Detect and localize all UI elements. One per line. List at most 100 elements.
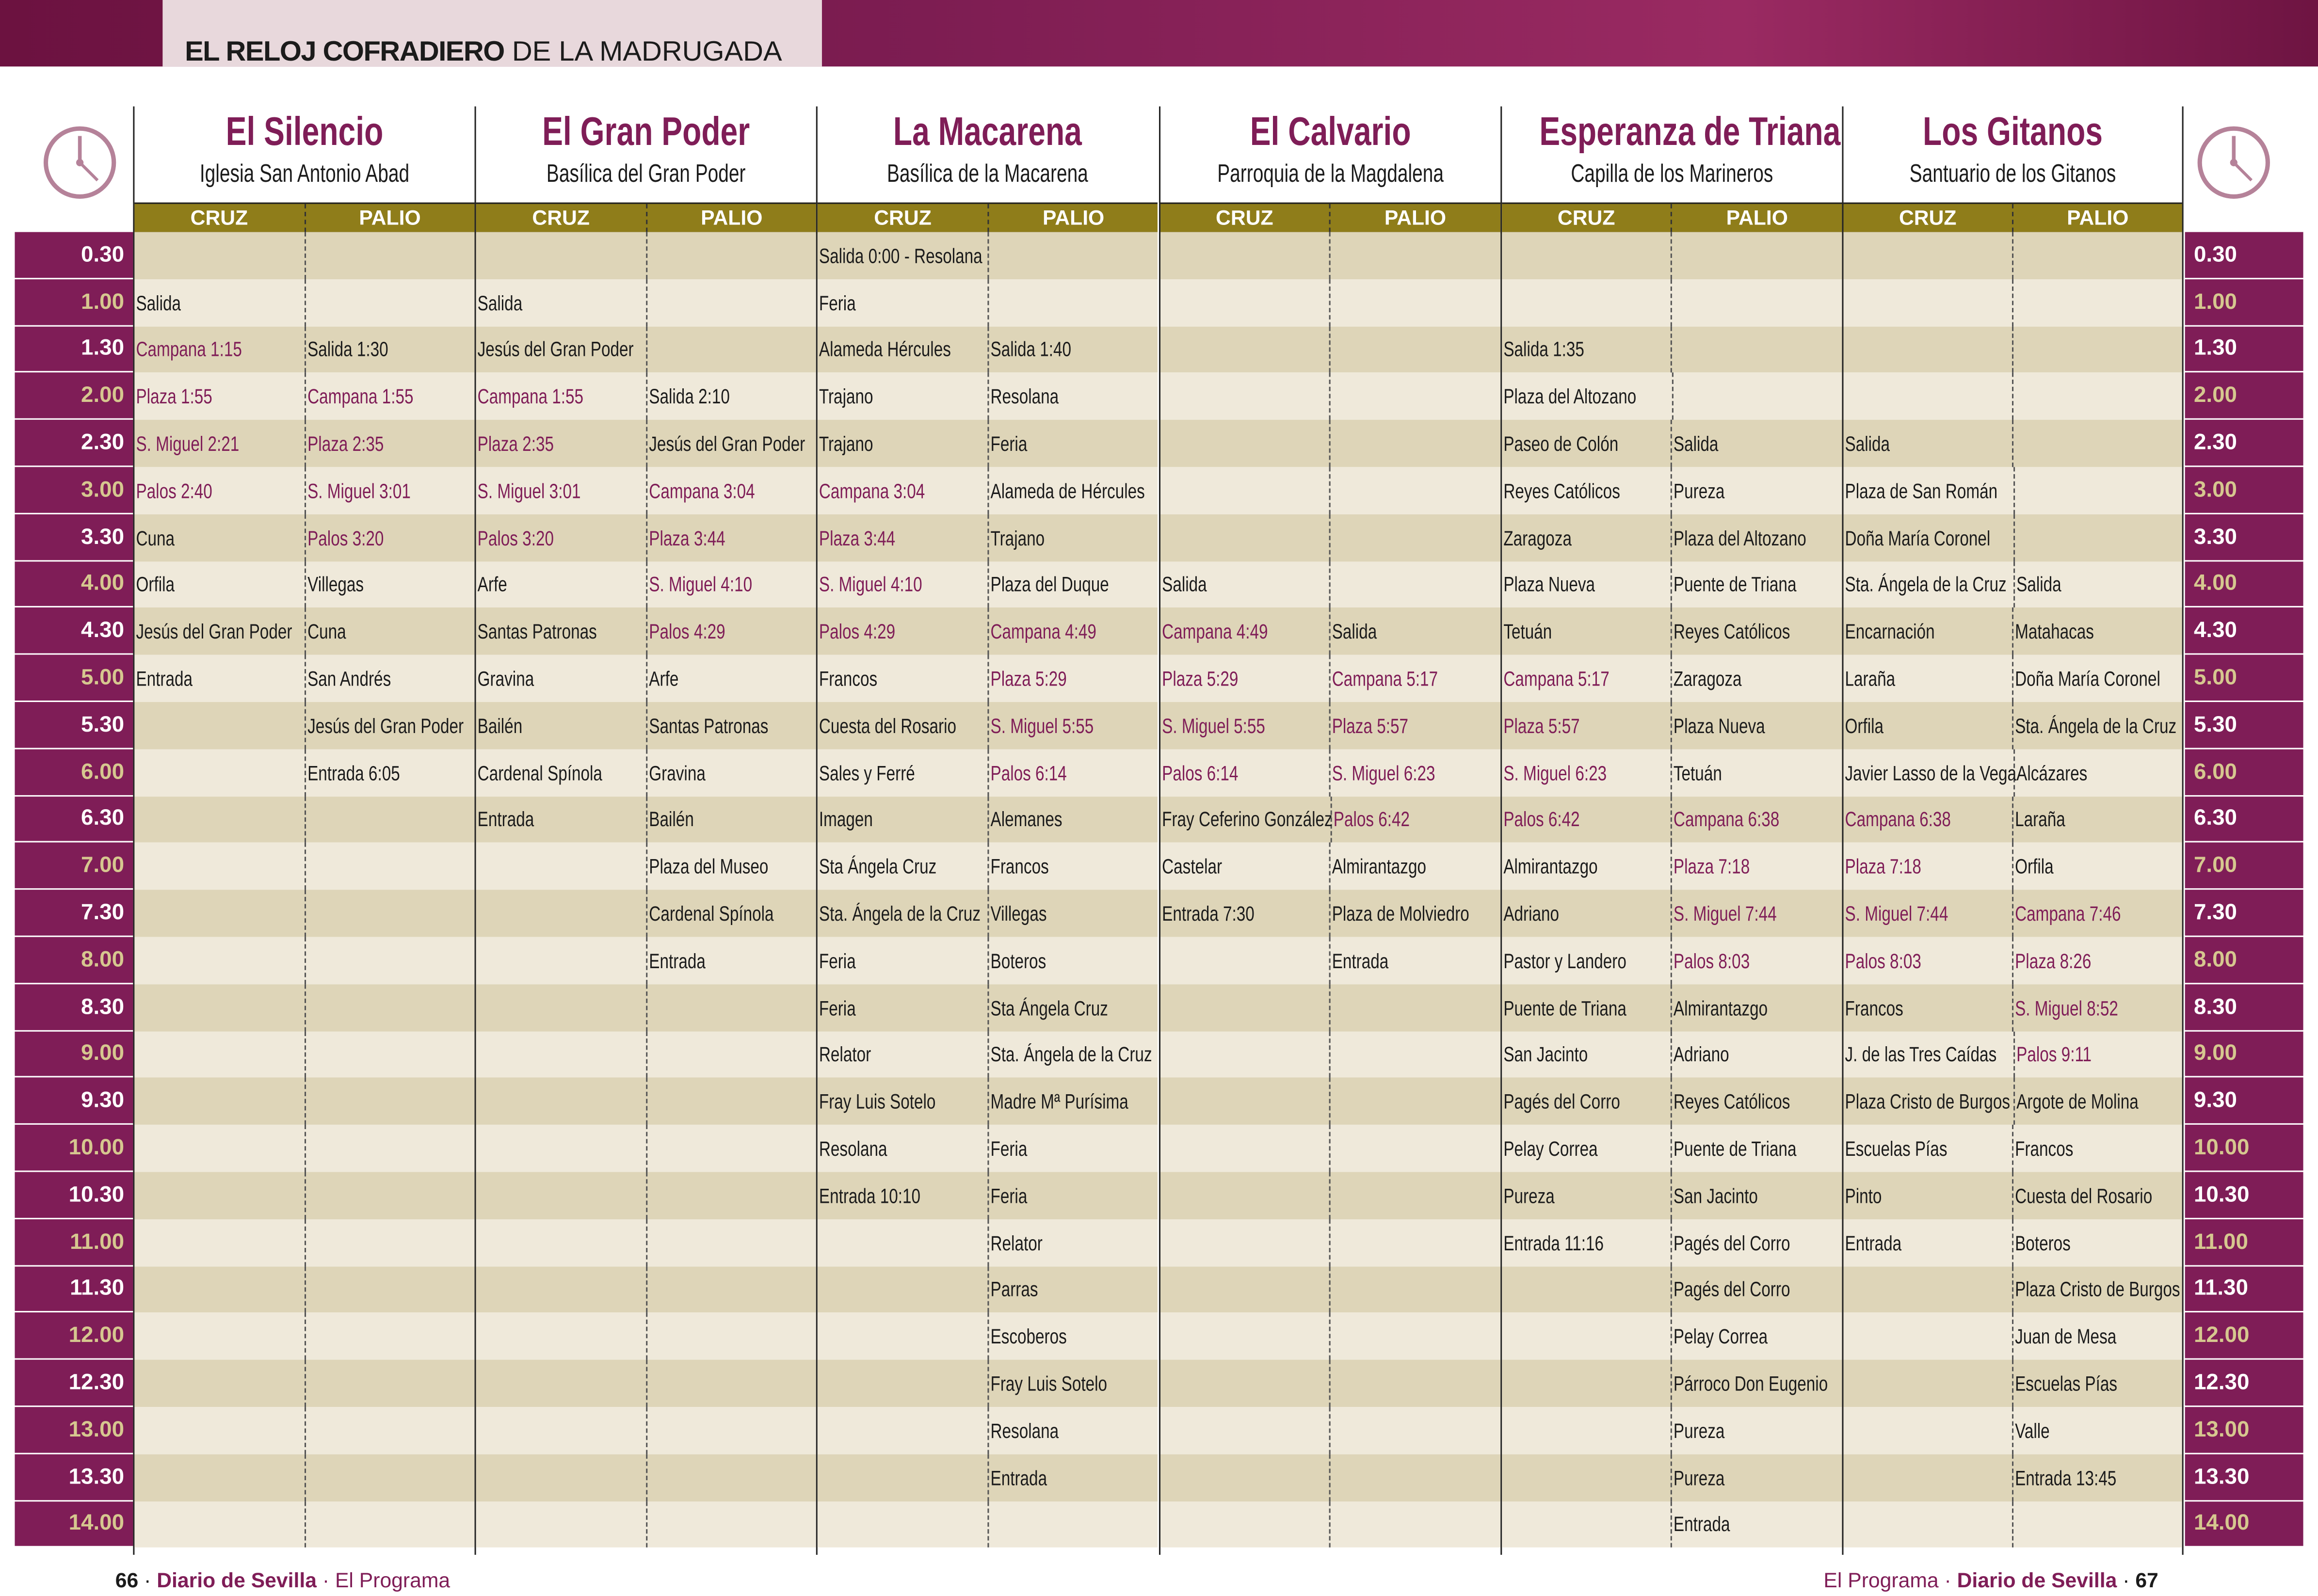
table-row — [1159, 326, 1500, 373]
cruz-header: CRUZ — [190, 205, 248, 229]
cruz-cell — [476, 1219, 645, 1266]
palio-cell: Santas Patronas — [645, 702, 816, 749]
time-label: 14.00 — [2185, 1500, 2303, 1547]
time-label: 10.30 — [2185, 1172, 2303, 1218]
palio-location: Arfe — [648, 667, 678, 690]
palio-location: Entrada 6:05 — [306, 760, 400, 784]
cruz-cell: Arfe — [476, 561, 645, 608]
table-row: J. de las Tres Caídas Palos 9:11 — [1843, 1031, 2182, 1078]
cruz-cell — [1160, 1125, 1329, 1172]
cruz-location: Palos 6:14 — [1161, 760, 1238, 784]
palio-location: Plaza 3:44 — [648, 526, 725, 550]
palio-location: Villegas — [991, 901, 1047, 926]
table-row: Orfila Villegas — [134, 561, 475, 608]
table-row — [476, 1313, 817, 1360]
palio-cell — [2012, 232, 2182, 279]
palio-location: Madre Mª Purísima — [990, 1089, 1128, 1114]
cruz-cell: Pelay Correa — [1502, 1125, 1671, 1172]
palio-cell — [304, 1031, 474, 1078]
table-row: Palos 2:40 S. Miguel 3:01 — [134, 467, 475, 514]
palio-cell — [645, 1313, 816, 1360]
table-row: Sta. Ángela de la Cruz Salida — [1843, 561, 2182, 608]
time-label: 7.00 — [2185, 843, 2303, 889]
cruz-location: Feria — [820, 948, 856, 973]
table-row: Entrada 6:05 — [134, 749, 475, 796]
palio-location: Salida 1:40 — [991, 337, 1072, 362]
palio-location: Palos 6:42 — [1333, 807, 1409, 831]
cruz-location: Paseo de Colón — [1503, 431, 1618, 456]
palio-cell — [304, 1078, 474, 1125]
palio-cell: Párroco Don Eugenio — [1671, 1360, 1842, 1407]
table-row: Fray Ceferino González Palos 6:42 — [1159, 796, 1500, 843]
palio-cell — [645, 279, 816, 326]
cruz-cell: S. Miguel 3:01 — [476, 467, 645, 514]
palio-cell: Jesús del Gran Poder — [645, 420, 816, 467]
cruz-cell: Plaza 3:44 — [818, 514, 987, 561]
palio-cell: San Andrés — [304, 655, 474, 702]
cruz-location: Salida 1:35 — [1503, 337, 1584, 362]
cruz-cell: Salida 1:35 — [1502, 326, 1671, 373]
palio-location: Plaza 2:35 — [306, 431, 383, 456]
cruz-cell — [134, 1172, 304, 1219]
cruz-cell — [1160, 1454, 1329, 1501]
brotherhood-name: El Gran Poder — [542, 109, 750, 154]
brotherhood-church: Basílica del Gran Poder — [547, 160, 746, 188]
palio-cell — [304, 1313, 474, 1360]
palio-location: Puente de Triana — [1674, 573, 1797, 596]
palio-cell — [1329, 1172, 1500, 1219]
table-row: Entrada 13:45 — [1843, 1453, 2182, 1501]
table-row: S. Miguel 4:10 Plaza del Duque — [818, 561, 1159, 608]
table-row — [1159, 467, 1500, 514]
table-row — [1159, 232, 1500, 279]
cruz-cell — [818, 1313, 987, 1360]
time-label: 2.00 — [2185, 373, 2303, 419]
palio-cell — [304, 1219, 474, 1266]
palio-cell: Sta. Ángela de la Cruz — [987, 1031, 1158, 1078]
palio-cell — [304, 1125, 474, 1172]
cruz-cell: S. Miguel 7:44 — [1843, 890, 2012, 937]
palio-location: Plaza 5:57 — [1332, 713, 1409, 737]
cruz-location: Campana 1:15 — [136, 337, 242, 362]
table-row: S. Miguel 6:23 Tetuán — [1501, 749, 1842, 796]
palio-cell: Palos 6:42 — [1330, 796, 1500, 843]
palio-cell: Salida 1:40 — [988, 326, 1159, 373]
time-label: 9.00 — [2185, 1031, 2303, 1077]
palio-cell: Palos 3:20 — [304, 514, 474, 561]
cruz-location: Castelar — [1161, 854, 1222, 878]
palio-location: Boteros — [990, 948, 1046, 973]
table-row — [1159, 373, 1500, 420]
time-label: 8.30 — [15, 984, 133, 1030]
palio-cell — [645, 1500, 816, 1548]
table-row: Almirantazgo Plaza 7:18 — [1501, 843, 1842, 890]
palio-location: Plaza 8:26 — [2015, 948, 2092, 973]
cruz-location: San Jacinto — [1503, 1042, 1588, 1067]
brotherhood-church: Parroquia de la Magdalena — [1217, 160, 1443, 188]
palio-cell: Entrada — [987, 1453, 1158, 1501]
palio-location: Boteros — [2015, 1230, 2071, 1255]
table-row — [1159, 1313, 1500, 1360]
palio-cell: Salida — [2012, 561, 2182, 608]
palio-cell — [304, 1172, 474, 1219]
palio-cell — [1329, 232, 1500, 279]
cruz-location: Palos 8:03 — [1845, 948, 1921, 973]
cruz-cell — [818, 1454, 987, 1501]
table-row — [134, 1078, 475, 1125]
cruz-cell — [1160, 1219, 1329, 1266]
palio-cell — [2012, 373, 2182, 420]
cruz-location: Jesús del Gran Poder — [478, 337, 634, 362]
table-row: Trajano Resolana — [818, 373, 1159, 420]
palio-cell — [304, 1360, 474, 1407]
cruz-header: CRUZ — [1899, 205, 1957, 229]
palio-location: Jesús del Gran Poder — [306, 713, 463, 737]
palio-location: Pureza — [1674, 1418, 1725, 1442]
table-row: Encarnación Matahacas — [1843, 608, 2182, 655]
table-row — [134, 796, 475, 843]
cruz-cell — [1843, 279, 2012, 326]
column-subheader: CRUZ PALIO — [1843, 202, 2182, 234]
palio-cell — [304, 796, 474, 843]
table-row: Arfe S. Miguel 4:10 — [476, 561, 817, 608]
table-row — [1843, 279, 2182, 326]
time-label: 7.30 — [15, 890, 133, 936]
palio-location: Zaragoza — [1674, 667, 1742, 690]
palio-cell — [1329, 984, 1500, 1031]
